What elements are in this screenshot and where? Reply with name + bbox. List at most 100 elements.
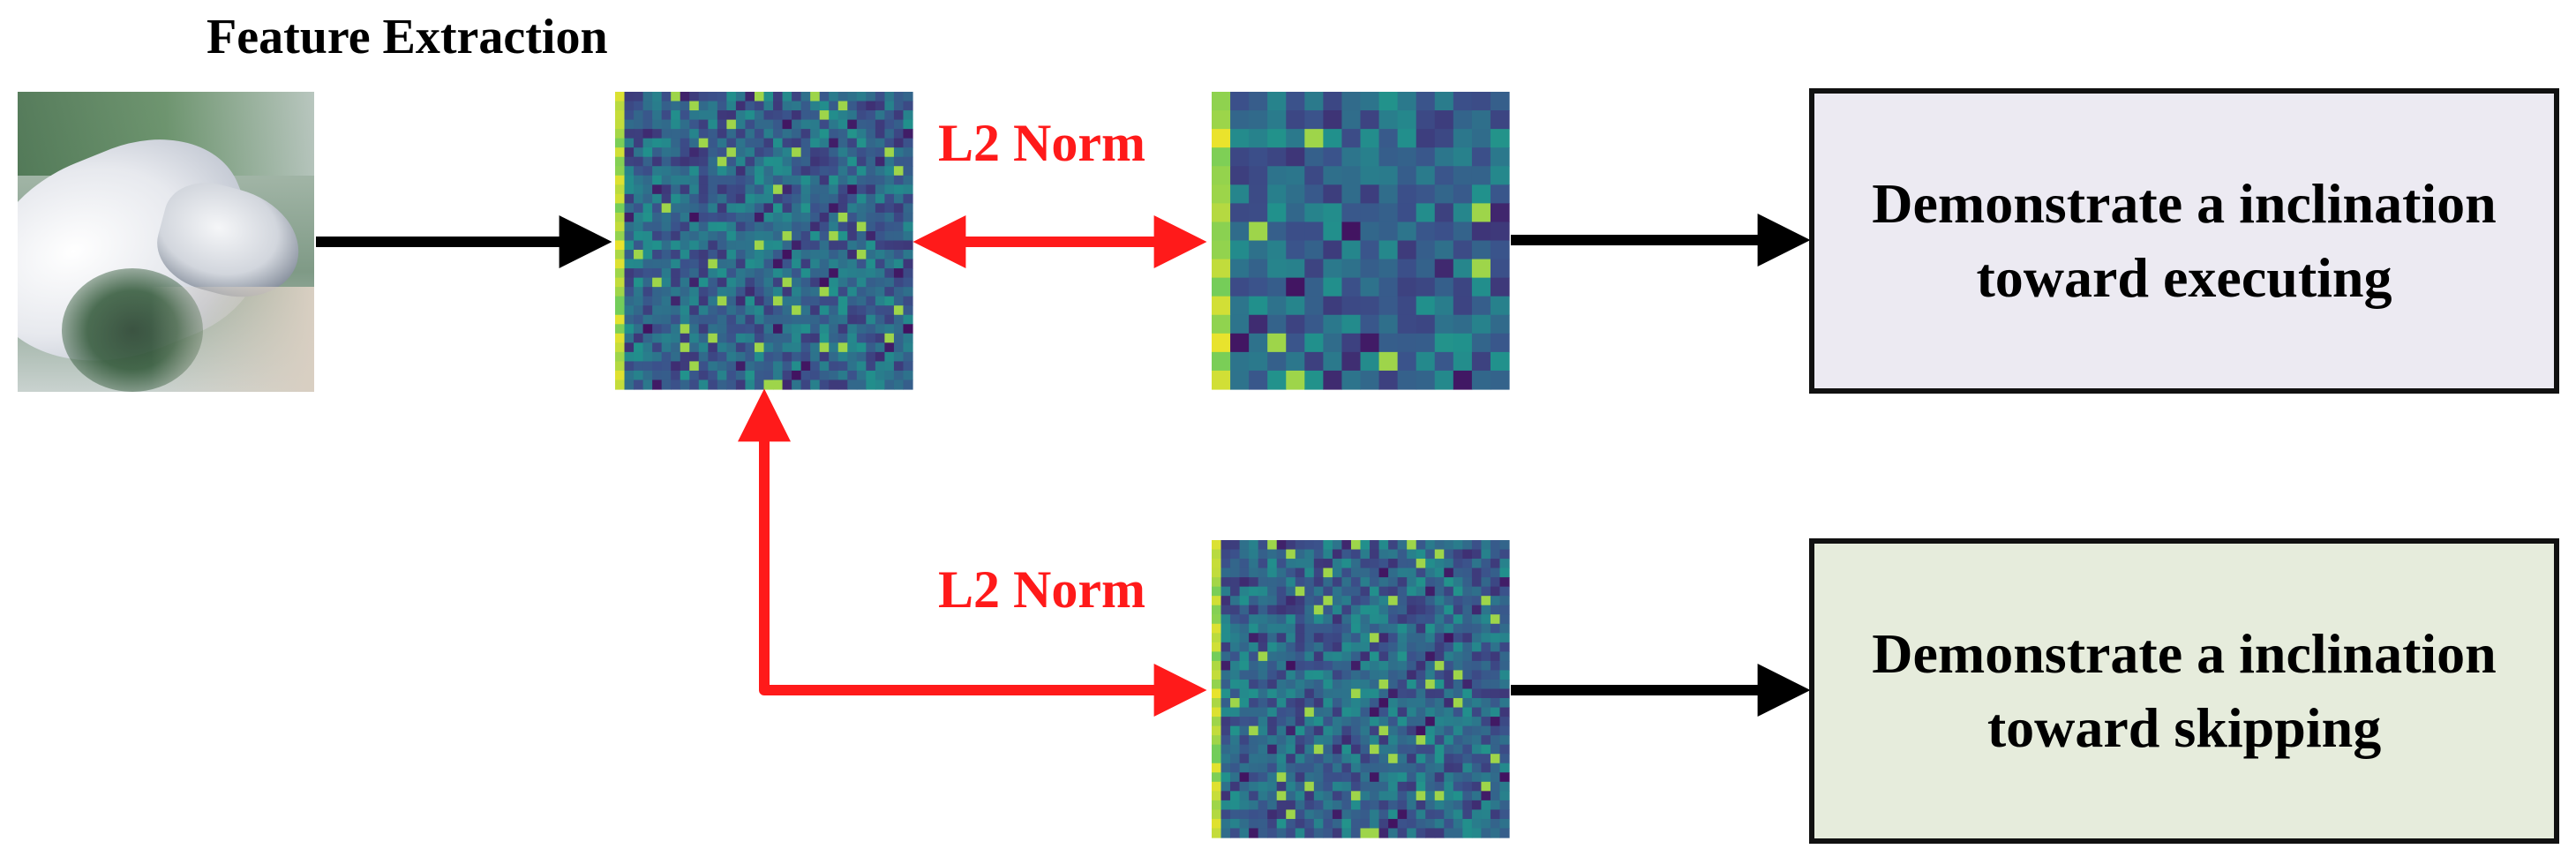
heatmap-cell (680, 296, 690, 306)
heatmap-cell (1249, 549, 1259, 560)
heatmap-cell (671, 305, 681, 316)
heatmap-cell (837, 277, 848, 288)
heatmap-cell (1350, 800, 1362, 811)
heatmap-cell (893, 277, 905, 288)
heatmap-cell (875, 212, 886, 223)
heatmap-cell (1276, 744, 1287, 755)
heatmap-cell (1499, 707, 1510, 717)
heatmap-cell (773, 156, 784, 167)
heatmap-cell (680, 259, 690, 269)
heatmap-cell (1313, 781, 1324, 792)
heatmap-cell (1286, 800, 1296, 811)
heatmap-cell (1304, 763, 1315, 773)
heatmap-cell (1471, 314, 1491, 334)
heatmap-cell (634, 277, 644, 288)
heatmap-cell (1286, 660, 1296, 672)
heatmap-cell (884, 110, 895, 121)
heatmap-cell (708, 212, 718, 223)
heatmap-cell (624, 342, 635, 353)
heatmap-cell (1212, 596, 1222, 606)
heatmap-cell (1230, 222, 1250, 242)
heatmap-cell (642, 259, 653, 269)
heatmap-cell (819, 277, 830, 288)
heatmap-cell (837, 342, 848, 353)
heatmap-cell (866, 305, 876, 316)
heatmap-cell (1416, 596, 1426, 606)
heatmap-cell (615, 203, 626, 214)
heatmap-cell (1416, 259, 1436, 279)
heatmap-cell (680, 222, 690, 232)
heatmap-cell (782, 333, 792, 343)
heatmap-cell (1378, 791, 1389, 801)
heatmap-cell (1444, 800, 1454, 811)
heatmap-cell (642, 110, 653, 121)
heatmap-cell (1304, 333, 1324, 353)
heatmap-cell (1462, 698, 1473, 709)
heatmap-cell (1481, 772, 1491, 783)
heatmap-cell (754, 129, 765, 139)
heatmap-cell (903, 250, 913, 260)
heatmap-cell (1453, 725, 1463, 736)
heatmap-cell (1499, 735, 1510, 746)
heatmap-cell (1471, 549, 1483, 560)
heatmap-cell (745, 212, 755, 223)
heatmap-cell (1267, 605, 1278, 615)
heatmap-cell (1341, 781, 1352, 792)
heatmap-cell (1388, 744, 1399, 755)
heatmap-cell (689, 342, 700, 353)
heatmap-cell (1212, 679, 1222, 690)
heatmap-cell (1276, 707, 1287, 717)
heatmap-cell (1313, 754, 1324, 764)
heatmap-cell (652, 203, 663, 214)
heatmap-cell (615, 370, 626, 381)
heatmap-cell (642, 166, 653, 177)
heatmap-cell (1397, 110, 1417, 130)
heatmap-cell (1258, 809, 1268, 820)
heatmap-cell (1481, 698, 1491, 709)
heatmap-cell (1462, 660, 1473, 672)
heatmap-cell (1212, 614, 1222, 625)
heatmap-cell (680, 92, 690, 102)
heatmap-cell (1304, 660, 1315, 672)
heatmap-cell (1370, 772, 1380, 783)
heatmap-cell (624, 333, 635, 343)
heatmap-cell (1249, 240, 1268, 260)
heatmap-cell (810, 166, 821, 177)
heatmap-cell (782, 277, 792, 288)
heatmap-cell (1212, 809, 1222, 820)
heatmap-cell (1407, 688, 1417, 699)
heatmap-cell (1397, 586, 1408, 597)
heatmap-cell (1304, 147, 1324, 167)
heatmap-cell (698, 268, 709, 279)
heatmap-cell (1499, 763, 1510, 773)
heatmap-cell (884, 250, 895, 260)
heatmap-cell (717, 333, 727, 343)
heatmap-cell (1212, 818, 1222, 830)
heatmap-cell (773, 222, 784, 232)
heatmap-cell (1230, 670, 1241, 680)
heatmap-cell (708, 222, 718, 232)
heatmap-cell (1453, 614, 1463, 625)
heatmap-cell (763, 203, 774, 214)
heatmap-cell (1425, 679, 1436, 690)
heatmap-cell (773, 296, 784, 306)
heatmap-cell (642, 314, 653, 325)
heatmap-cell (1249, 688, 1259, 699)
heatmap-cell (634, 296, 644, 306)
heatmap-cell (1220, 540, 1231, 551)
heatmap-cell (1360, 791, 1371, 801)
heatmap-cell (624, 222, 635, 232)
heatmap-cell (1304, 605, 1315, 615)
heatmap-cell (1453, 735, 1463, 746)
heatmap-cell (866, 370, 876, 381)
heatmap-cell (1295, 559, 1305, 569)
heatmap-cell (1434, 540, 1445, 551)
heatmap-cell (689, 296, 700, 306)
heatmap-cell (1304, 129, 1324, 148)
heatmap-cell (856, 287, 867, 297)
heatmap-cell (1258, 707, 1268, 717)
heatmap-cell (1220, 828, 1231, 838)
heatmap-cell (1230, 110, 1250, 130)
heatmap-cell (624, 240, 635, 251)
heatmap-cell (1304, 351, 1324, 372)
